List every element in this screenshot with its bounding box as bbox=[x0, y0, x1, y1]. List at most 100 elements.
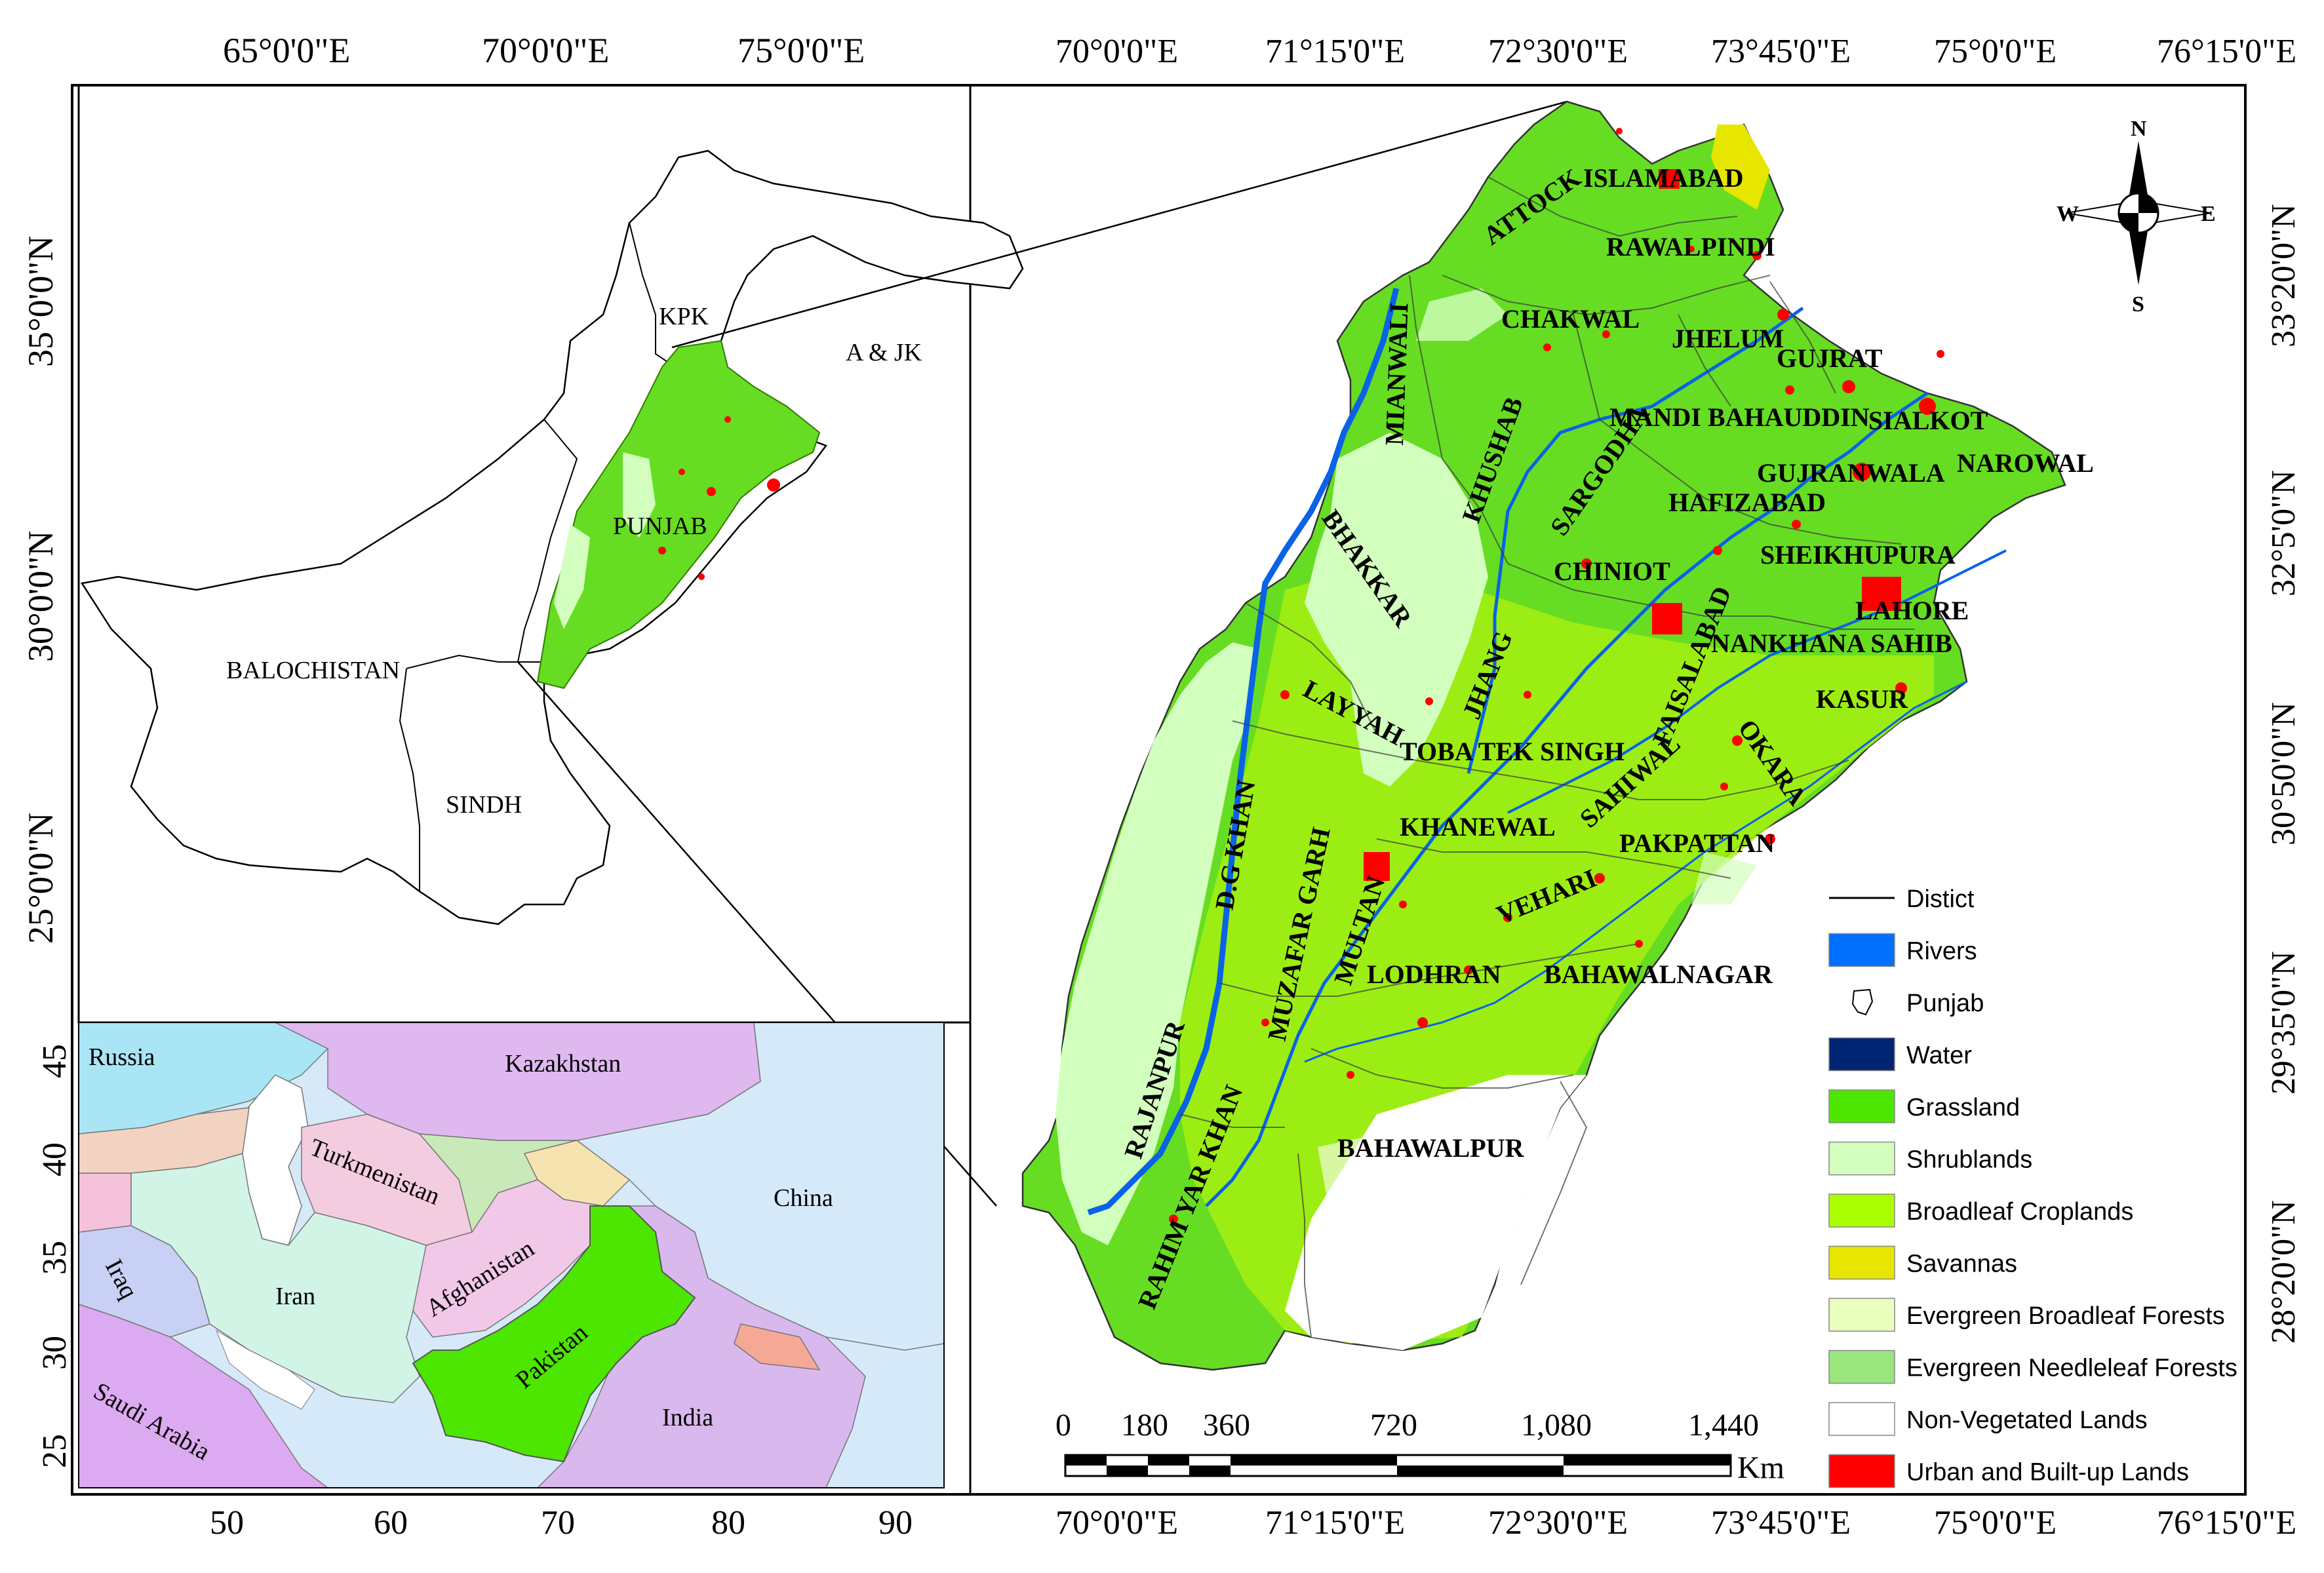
left-lon-labels: 65°0'0"E 70°0'0"E 75°0'0"E bbox=[223, 31, 865, 70]
region-label-punjab: PUNJAB bbox=[613, 513, 707, 540]
legend-item: Savannas bbox=[1828, 1245, 2017, 1280]
svg-text:72°30'0"E: 72°30'0"E bbox=[1488, 33, 1628, 70]
legend-swatch bbox=[1828, 1141, 1895, 1176]
svg-text:1,080: 1,080 bbox=[1521, 1408, 1592, 1443]
legend-label: Water bbox=[1906, 1042, 1972, 1070]
district-label: NANKHANA SAHIB bbox=[1711, 629, 1952, 658]
region-label-kpk: KPK bbox=[659, 303, 709, 330]
scale-unit: Km bbox=[1737, 1450, 1784, 1485]
legend-label: Urban and Built-up Lands bbox=[1906, 1459, 2189, 1486]
svg-text:76°15'0"E: 76°15'0"E bbox=[2157, 1504, 2296, 1542]
pakistan-overview-map: KPK A & JK PUNJAB BALOCHISTAN SINDH bbox=[80, 100, 1567, 1207]
svg-text:30°50'0"N: 30°50'0"N bbox=[2265, 702, 2302, 845]
svg-text:32°5'0"N: 32°5'0"N bbox=[2265, 470, 2302, 596]
legend-label: Punjab bbox=[1906, 990, 1984, 1017]
inset-y-axis: 45 40 35 30 25 bbox=[36, 1044, 73, 1468]
svg-text:29°35'0"N: 29°35'0"N bbox=[2265, 951, 2302, 1095]
district-label: PAKPATTAN bbox=[1619, 828, 1775, 858]
svg-text:75°0'0"E: 75°0'0"E bbox=[738, 31, 865, 70]
ravi-river bbox=[1507, 549, 2007, 814]
legend-swatch bbox=[1828, 1245, 1895, 1280]
legend-item: Non-Vegetated Lands bbox=[1828, 1402, 2148, 1436]
legend-swatch bbox=[1828, 1454, 1895, 1488]
svg-text:70°0'0"E: 70°0'0"E bbox=[1055, 1504, 1178, 1542]
legend-label: Grassland bbox=[1906, 1094, 2020, 1121]
legend-item: Evergreen Broadleaf Forests bbox=[1828, 1298, 2225, 1332]
inset-pakistan-highlight bbox=[412, 1205, 696, 1463]
district-label: ISLAMABAD bbox=[1583, 163, 1743, 193]
svg-text:360: 360 bbox=[1203, 1408, 1250, 1443]
legend-item: Broadleaf Croplands bbox=[1828, 1194, 2133, 1228]
legend-item: Rivers bbox=[1828, 933, 1977, 967]
region-label-balochistan: BALOCHISTAN bbox=[226, 657, 400, 684]
svg-text:28°20'0"N: 28°20'0"N bbox=[2265, 1200, 2302, 1344]
svg-text:40: 40 bbox=[36, 1142, 73, 1176]
legend-label: Broadleaf Croplands bbox=[1906, 1198, 2133, 1226]
district-label: RAWALPINDI bbox=[1606, 232, 1775, 262]
svg-text:35: 35 bbox=[36, 1241, 73, 1275]
district-label: LAHORE bbox=[1855, 596, 1969, 625]
svg-text:71°15'0"E: 71°15'0"E bbox=[1265, 1504, 1405, 1542]
region-label-ajk: A & JK bbox=[846, 339, 922, 366]
district-label: KHANEWAL bbox=[1400, 812, 1556, 842]
inset-label-iran: Iran bbox=[275, 1283, 315, 1310]
svg-text:25°0'0"N: 25°0'0"N bbox=[21, 813, 60, 944]
svg-text:50: 50 bbox=[210, 1504, 244, 1542]
right-lon-labels-bottom: 70°0'0"E 71°15'0"E 72°30'0"E 73°45'0"E 7… bbox=[1055, 1504, 2296, 1542]
right-panel-frame bbox=[969, 84, 2247, 1496]
legend-swatch bbox=[1828, 1089, 1895, 1123]
district-label: SHEIKHUPURA bbox=[1760, 540, 1956, 570]
legend-item: Urban and Built-up Lands bbox=[1828, 1454, 2189, 1488]
district-label: BAHAWALPUR bbox=[1337, 1133, 1525, 1163]
compass-e-label: E bbox=[2201, 202, 2216, 226]
district-label: TOBA TEK SINGH bbox=[1400, 737, 1625, 766]
district-label: JHELUM bbox=[1672, 324, 1784, 353]
svg-text:1,440: 1,440 bbox=[1688, 1408, 1759, 1443]
legend-label: Evergreen Broadleaf Forests bbox=[1906, 1302, 2225, 1330]
district-boundaries bbox=[1179, 176, 1914, 1338]
legend-label: Shrublands bbox=[1906, 1146, 2032, 1174]
svg-text:75°0'0"E: 75°0'0"E bbox=[1934, 1504, 2057, 1542]
district-label: GUJRAT bbox=[1777, 343, 1883, 373]
legend-label: Distict bbox=[1906, 885, 1975, 913]
legend-item: Punjab bbox=[1851, 988, 1984, 1017]
right-lon-labels-top: 70°0'0"E 71°15'0"E 72°30'0"E 73°45'0"E 7… bbox=[1055, 33, 2296, 70]
svg-text:45: 45 bbox=[36, 1044, 73, 1078]
district-label: SIALKOT bbox=[1868, 406, 1988, 435]
svg-text:70°0'0"E: 70°0'0"E bbox=[482, 31, 609, 70]
district-label: NAROWAL bbox=[1957, 448, 2094, 478]
inset-label-russia: Russia bbox=[89, 1043, 155, 1071]
district-label: CHINIOT bbox=[1554, 556, 1670, 586]
legend-label: Evergreen Needleleaf Forests bbox=[1906, 1355, 2237, 1382]
legend-swatch bbox=[1828, 1350, 1895, 1384]
district-label: GUJRANWALA bbox=[1757, 458, 1945, 488]
legend-item: Grassland bbox=[1828, 1089, 2020, 1123]
legend-item: Shrublands bbox=[1828, 1141, 2032, 1176]
left-lat-labels: 35°0'0"N 30°0'0"N 25°0'0"N bbox=[21, 236, 60, 944]
legend-swatch bbox=[1828, 1298, 1895, 1332]
svg-text:30: 30 bbox=[36, 1336, 73, 1370]
compass-w-label: W bbox=[2057, 202, 2079, 226]
district-label: LODHRAN bbox=[1367, 960, 1501, 989]
legend-swatch bbox=[1828, 1037, 1895, 1072]
district-label: HAFIZABAD bbox=[1668, 488, 1826, 517]
svg-text:72°30'0"E: 72°30'0"E bbox=[1488, 1504, 1628, 1542]
inset-label-kazakhstan: Kazakhstan bbox=[505, 1050, 621, 1078]
svg-text:0: 0 bbox=[1055, 1408, 1071, 1443]
svg-text:720: 720 bbox=[1370, 1408, 1417, 1443]
zoom-leader-top bbox=[671, 100, 1567, 349]
district-label: MANDI BAHAUDDIN bbox=[1609, 402, 1870, 432]
inset-label-india: India bbox=[662, 1404, 713, 1431]
svg-text:65°0'0"E: 65°0'0"E bbox=[223, 31, 350, 70]
legend-swatch bbox=[1828, 1402, 1895, 1436]
svg-text:25: 25 bbox=[36, 1434, 73, 1468]
punjab-landcover-map: ISLAMABAD ATTOCK RAWALPINDI CHAKWAL JHEL… bbox=[1021, 100, 2094, 1371]
svg-text:80: 80 bbox=[711, 1504, 745, 1542]
legend-label: Rivers bbox=[1906, 938, 1977, 965]
regional-inset-map: Russia Kazakhstan Turkmenistan China Afg… bbox=[78, 1022, 945, 1488]
compass-n-label: N bbox=[2131, 117, 2147, 141]
legend-swatch bbox=[1828, 933, 1895, 967]
svg-text:76°15'0"E: 76°15'0"E bbox=[2157, 33, 2296, 70]
svg-text:73°45'0"E: 73°45'0"E bbox=[1711, 1504, 1851, 1542]
